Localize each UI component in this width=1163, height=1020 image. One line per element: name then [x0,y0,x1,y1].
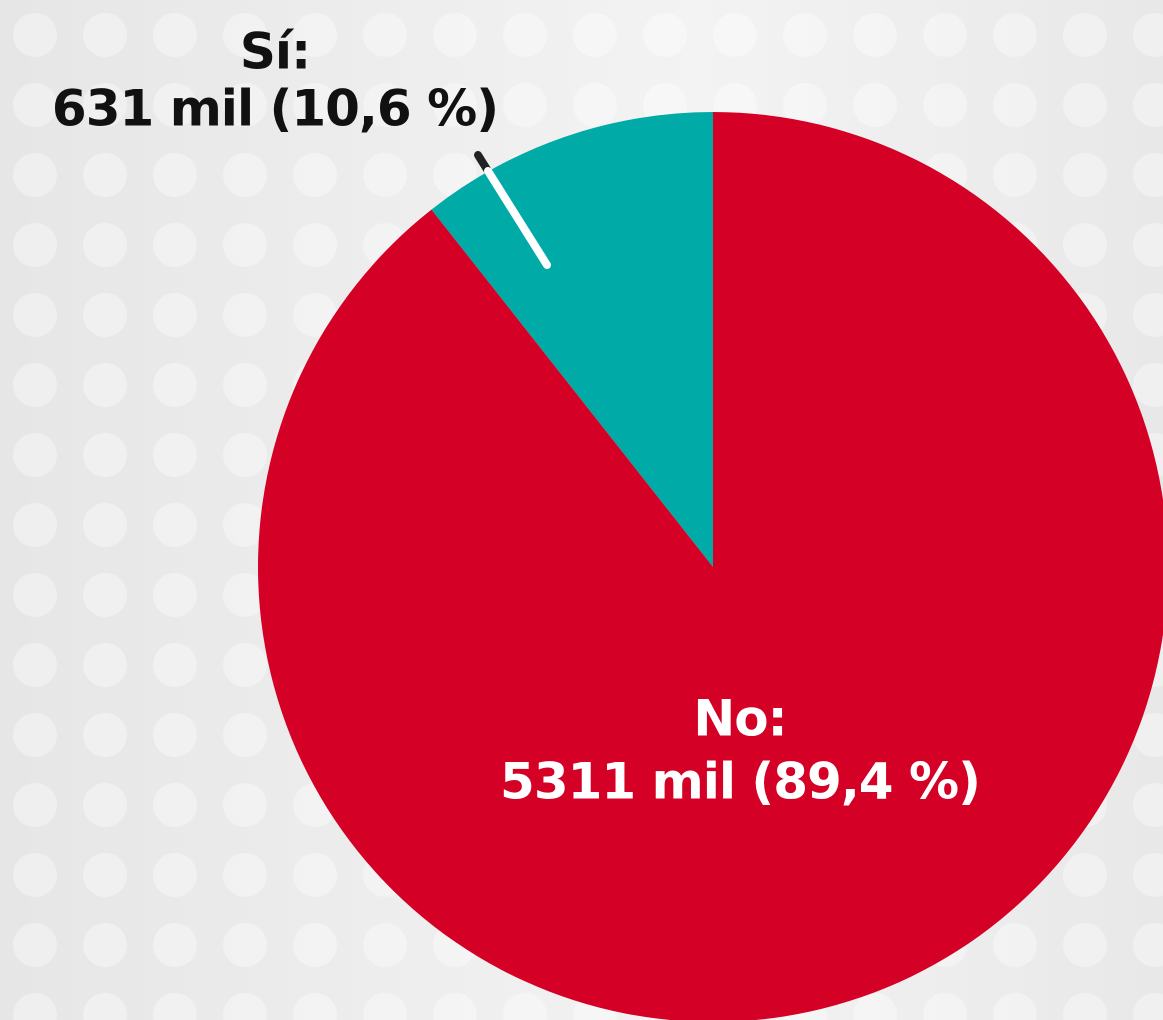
pie-slice [258,112,1163,1020]
pie [258,112,1163,1020]
slice-value-label: 631 mil (10,6 %) [52,80,498,138]
pie-slice [431,112,713,567]
slice-category: No: [693,690,786,748]
slice-value-label: 5311 mil (89,4 %) [500,753,980,811]
leader-line [484,167,551,269]
slice-category: Sí: [240,23,310,81]
